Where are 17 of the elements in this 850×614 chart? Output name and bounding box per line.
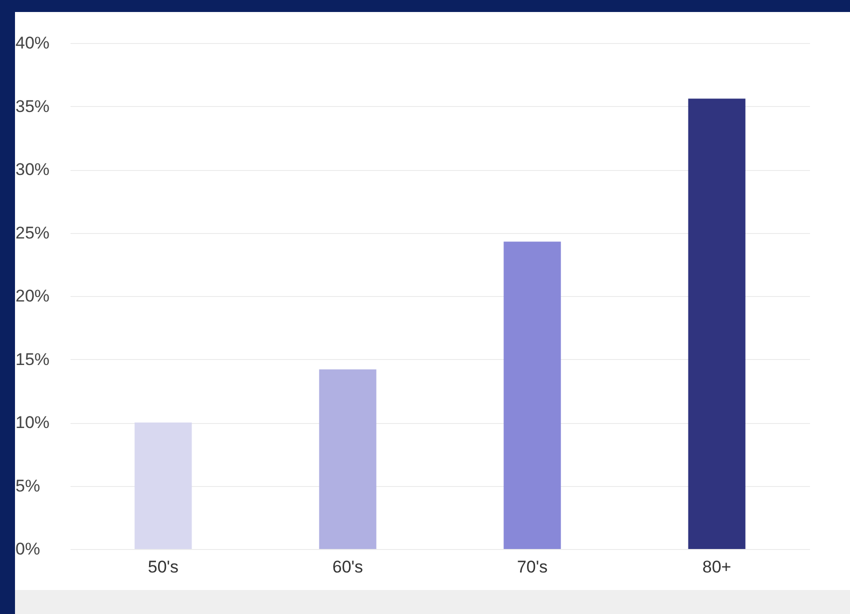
y-tick-label: 0% [16, 540, 40, 558]
y-tick-label: 5% [16, 476, 40, 496]
y-tick-label: 30% [16, 160, 50, 179]
x-tick-label: 80+ [702, 558, 732, 576]
bar [504, 242, 561, 549]
x-tick-label: 70's [516, 558, 548, 576]
bar [688, 98, 746, 549]
y-tick-label: 10% [16, 413, 50, 432]
y-tick-label: 20% [16, 286, 50, 306]
y-tick-label: 35% [16, 96, 50, 116]
bar [319, 369, 376, 549]
x-tick-label: 60's [332, 558, 364, 576]
y-tick-label: 15% [16, 350, 50, 369]
bar [134, 422, 192, 549]
x-tick-label: 50's [148, 558, 179, 576]
y-tick-label: 40% [16, 34, 50, 52]
y-tick-label: 25% [16, 223, 50, 242]
